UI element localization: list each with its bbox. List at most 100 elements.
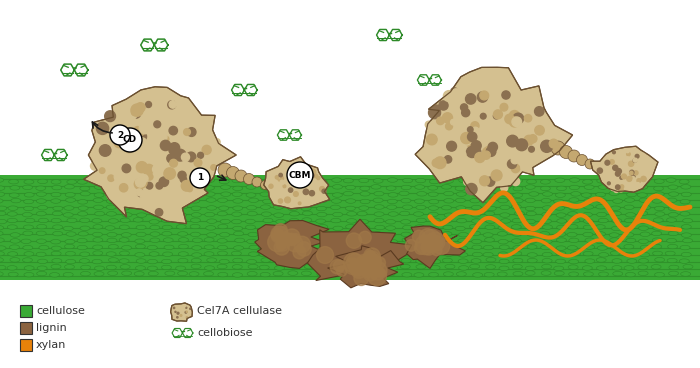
Ellipse shape [260,185,270,190]
Ellipse shape [178,244,188,249]
Circle shape [110,148,116,154]
Ellipse shape [568,259,579,264]
Circle shape [428,107,440,118]
Ellipse shape [0,238,4,243]
Ellipse shape [288,252,298,257]
Circle shape [512,177,519,185]
Circle shape [206,156,216,165]
Ellipse shape [416,259,426,263]
Ellipse shape [148,259,158,264]
Ellipse shape [189,272,199,276]
Ellipse shape [262,245,272,250]
Circle shape [531,117,540,126]
Ellipse shape [162,231,172,236]
Ellipse shape [120,193,130,197]
Circle shape [424,241,435,252]
Ellipse shape [416,191,427,196]
Circle shape [360,263,375,277]
Circle shape [90,162,99,170]
Circle shape [526,105,533,112]
Circle shape [480,176,489,186]
Ellipse shape [458,259,468,263]
Circle shape [159,177,169,187]
Ellipse shape [429,179,440,184]
Circle shape [496,123,505,131]
Ellipse shape [429,199,439,204]
Ellipse shape [471,259,481,263]
Circle shape [190,168,210,188]
Ellipse shape [485,225,495,230]
Ellipse shape [10,245,20,250]
Ellipse shape [556,232,566,237]
Ellipse shape [484,199,494,203]
Circle shape [105,111,116,121]
Ellipse shape [51,180,61,184]
Ellipse shape [610,206,621,210]
Ellipse shape [66,259,76,264]
Ellipse shape [357,211,367,216]
Ellipse shape [570,192,581,196]
Circle shape [314,174,318,178]
Ellipse shape [542,206,552,210]
Ellipse shape [555,193,566,197]
Ellipse shape [359,252,370,256]
Circle shape [165,179,176,190]
Ellipse shape [246,259,257,264]
Ellipse shape [556,219,567,223]
Ellipse shape [483,252,493,257]
Ellipse shape [38,179,48,184]
Ellipse shape [260,238,270,243]
Ellipse shape [456,272,466,276]
Ellipse shape [443,272,454,276]
Ellipse shape [400,220,411,224]
Ellipse shape [484,272,494,277]
Ellipse shape [540,231,550,236]
Circle shape [134,127,141,134]
Ellipse shape [344,264,354,269]
Circle shape [432,105,440,113]
Ellipse shape [414,231,424,236]
Ellipse shape [232,212,242,216]
Circle shape [363,266,378,281]
Ellipse shape [136,232,146,237]
Circle shape [108,175,114,181]
Ellipse shape [66,251,76,256]
Ellipse shape [246,205,257,210]
Ellipse shape [79,259,90,263]
Circle shape [620,185,624,188]
Circle shape [309,173,314,178]
Ellipse shape [246,193,256,197]
Circle shape [605,160,610,165]
Ellipse shape [512,264,522,269]
Ellipse shape [67,218,77,223]
Circle shape [524,135,534,145]
Circle shape [349,263,358,272]
Ellipse shape [204,272,214,276]
Circle shape [577,155,587,166]
Circle shape [421,240,437,255]
Ellipse shape [204,212,215,217]
Ellipse shape [666,238,677,243]
Ellipse shape [486,265,496,269]
Ellipse shape [304,251,314,256]
Ellipse shape [458,238,468,243]
Circle shape [279,199,283,203]
Ellipse shape [65,192,75,197]
Circle shape [360,265,372,277]
Ellipse shape [401,232,411,237]
Circle shape [290,234,300,243]
Ellipse shape [0,226,4,230]
Ellipse shape [556,213,566,217]
Ellipse shape [220,219,230,224]
Ellipse shape [150,212,161,216]
Ellipse shape [595,239,605,244]
Circle shape [129,111,137,119]
Ellipse shape [234,238,245,243]
Ellipse shape [273,205,284,209]
Ellipse shape [220,185,230,190]
Circle shape [118,128,142,152]
Circle shape [165,171,175,181]
Ellipse shape [609,191,619,196]
Circle shape [626,152,630,156]
Ellipse shape [24,272,34,277]
